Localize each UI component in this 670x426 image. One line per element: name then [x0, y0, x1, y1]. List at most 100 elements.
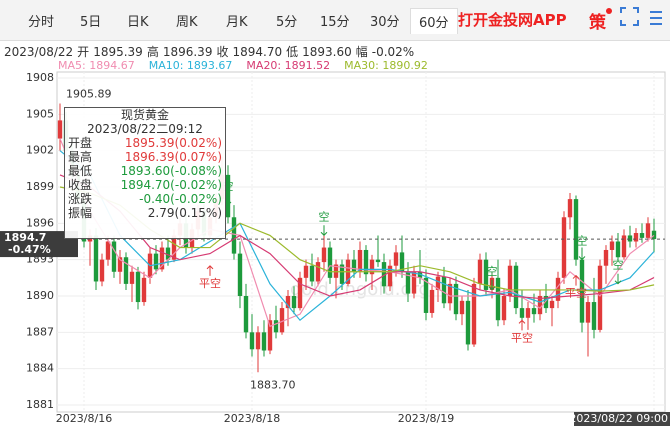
- candle-body: [423, 277, 429, 313]
- candle-body: [495, 277, 501, 321]
- tab[interactable]: 5分: [276, 15, 298, 30]
- menu-icon[interactable]: [650, 11, 662, 25]
- signal-label: 空: [223, 179, 234, 193]
- y-tick-label: 1902: [26, 144, 54, 157]
- candle-body: [159, 247, 165, 270]
- candle-body: [633, 233, 639, 242]
- signal-arrow: [578, 249, 586, 261]
- signal-arrow: [206, 265, 214, 276]
- candle-body: [405, 271, 411, 294]
- row-value: -0.40(-0.02%): [139, 192, 222, 206]
- x-tick-label: 2023/08/22 09:00: [569, 412, 668, 425]
- info-item: 2023/08/22: [4, 45, 74, 59]
- signal-arrow: [224, 195, 232, 206]
- candle-body: [165, 247, 171, 260]
- legend-entry: MA5: 1894.67: [58, 59, 135, 72]
- signal-label: 平空: [199, 276, 221, 290]
- tab[interactable]: 分时: [28, 15, 55, 30]
- candle-body: [555, 277, 561, 301]
- candle-body: [243, 296, 249, 333]
- tab[interactable]: 30分: [370, 15, 400, 30]
- candle-body: [93, 235, 99, 282]
- x-tick-label: 2023/8/16: [56, 412, 112, 425]
- legend-entry: MA10: 1893.67: [149, 59, 233, 72]
- signal-arrow: [614, 273, 622, 285]
- info-item: 高: [146, 45, 159, 59]
- tooltip: 现货黄金 2023/08/22二09:12 开盘 1895.39(0.02%) 最…: [64, 107, 226, 239]
- info-item: 幅: [355, 45, 368, 59]
- candle-body: [297, 277, 303, 309]
- candle-body: [129, 271, 135, 284]
- tab[interactable]: 日K: [127, 15, 149, 30]
- info-item: 开: [77, 45, 90, 59]
- candle-body: [117, 257, 123, 272]
- candle-body: [537, 296, 543, 315]
- candle-body: [309, 265, 315, 282]
- row-value: 1896.39(0.07%): [124, 150, 222, 164]
- candle-body: [501, 296, 507, 321]
- candle-body: [267, 320, 273, 351]
- candle-body: [285, 296, 291, 309]
- candle-body: [621, 235, 627, 258]
- row-value: 1895.39(0.02%): [124, 136, 222, 150]
- row-value: 1893.60(-0.08%): [120, 164, 222, 178]
- candle-body: [111, 241, 117, 272]
- candle-body: [441, 276, 447, 304]
- fullscreen-icon[interactable]: [620, 7, 639, 26]
- signal-arrow: [518, 319, 526, 331]
- app-link[interactable]: 打开金投网APP: [458, 11, 567, 29]
- candle-body: [357, 249, 363, 272]
- tab-active[interactable]: 60分: [410, 8, 458, 34]
- signal-label: 平空: [565, 286, 587, 300]
- candle-body: [609, 241, 615, 250]
- x-tick-label: 2023/8/18: [224, 412, 280, 425]
- candle-body: [603, 249, 609, 266]
- candle-body: [435, 276, 441, 290]
- x-tick-label: 2023/8/19: [398, 412, 454, 425]
- tab[interactable]: 周K: [176, 15, 198, 30]
- info-item: -0.02%: [371, 45, 415, 59]
- candle-body: [525, 308, 531, 318]
- y-tick-label: 1896: [26, 216, 54, 229]
- row-label: 最高: [68, 150, 93, 164]
- candle-body: [339, 264, 345, 284]
- tab[interactable]: 5日: [80, 15, 102, 30]
- tab[interactable]: 15分: [320, 15, 350, 30]
- tooltip-title: 现货黄金: [120, 108, 169, 122]
- info-item: 1896.39: [162, 45, 213, 59]
- candle-body: [279, 308, 285, 333]
- y-tick-label: 1881: [26, 398, 54, 411]
- x-label-box: [574, 412, 670, 426]
- candle-body: [399, 252, 405, 272]
- candle-body: [639, 233, 645, 238]
- signal-arrow: [488, 279, 496, 291]
- candle-body: [531, 308, 537, 315]
- info-item: 1895.39: [93, 45, 143, 59]
- ma-line: [59, 174, 655, 300]
- candle-body: [315, 262, 321, 282]
- candle-body: [513, 265, 519, 309]
- candle-body: [561, 217, 567, 278]
- candle-body: [249, 332, 255, 350]
- tab[interactable]: 月K: [226, 15, 248, 30]
- candle-body: [447, 283, 453, 304]
- strategy-button[interactable]: 策: [589, 13, 606, 33]
- info-line: 2023/08/22 开 1895.39 高 1896.39 收 1894.70 低 1893.…: [4, 43, 418, 60]
- candle-body: [363, 249, 369, 275]
- tooltip-time: 2023/08/22二09:12: [87, 122, 203, 136]
- candle-body: [333, 264, 339, 278]
- candle-body: [369, 259, 375, 275]
- row-label: 收盘: [68, 178, 93, 192]
- candle-body: [375, 259, 381, 263]
- candle-body: [381, 262, 387, 287]
- row-label: 最低: [68, 164, 93, 178]
- candle-body: [543, 296, 549, 309]
- candle-body: [105, 241, 111, 260]
- candle-body: [591, 302, 597, 330]
- badge: [606, 8, 612, 14]
- signal-label: 平空: [511, 330, 533, 344]
- candle-body: [477, 259, 483, 284]
- candle-body: [585, 302, 591, 323]
- candle-body: [171, 235, 177, 260]
- y-tick-label: 1899: [26, 180, 54, 193]
